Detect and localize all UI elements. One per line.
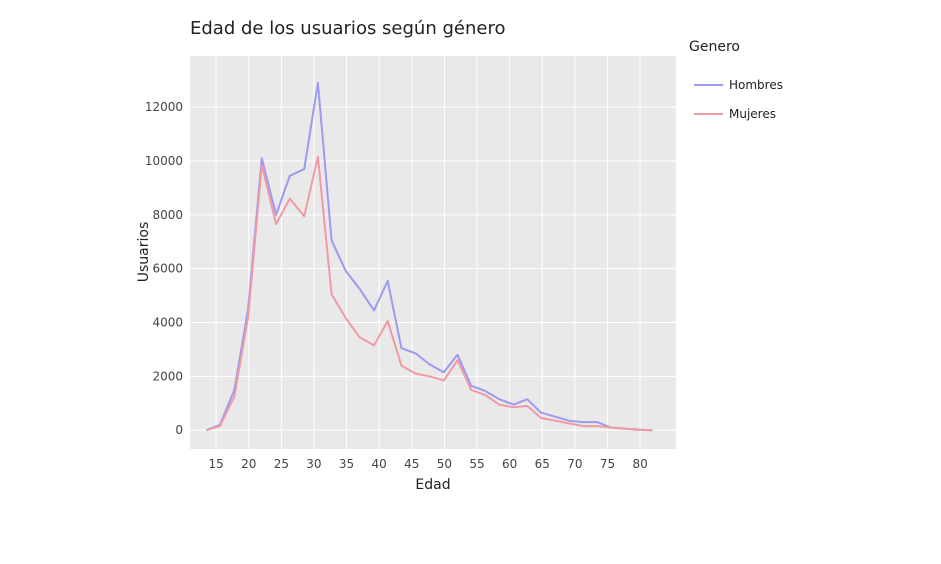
- legend: Genero Hombres Mujeres: [689, 39, 783, 121]
- x-tick-label: 45: [404, 457, 419, 471]
- x-axis-title: Edad: [415, 477, 450, 493]
- series-line-hombres: [205, 81, 653, 432]
- legend-label-mujeres: Mujeres: [729, 107, 776, 121]
- series-lines: [205, 81, 653, 432]
- x-tick-label: 80: [632, 457, 647, 471]
- legend-label-hombres: Hombres: [729, 78, 783, 92]
- y-tick-label: 10000: [145, 154, 183, 168]
- x-tick-label: 75: [600, 457, 615, 471]
- y-tick-label: 6000: [152, 262, 183, 276]
- x-tick-label: 30: [306, 457, 321, 471]
- x-tick-label: 65: [535, 457, 550, 471]
- x-tick-label: 40: [372, 457, 387, 471]
- legend-title: Genero: [689, 39, 740, 55]
- chart-title: Edad de los usuarios según género: [190, 18, 505, 39]
- x-axis-ticks: 15 20 25 30 35 40 45 50 55 60 65 70 75 80: [208, 457, 647, 471]
- gridlines: [190, 56, 676, 449]
- y-axis-title: Usuarios: [136, 222, 152, 283]
- x-tick-label: 50: [437, 457, 452, 471]
- y-tick-label: 12000: [145, 100, 183, 114]
- x-tick-label: 35: [339, 457, 354, 471]
- x-tick-label: 70: [567, 457, 582, 471]
- x-tick-label: 60: [502, 457, 517, 471]
- series-line-mujeres: [206, 155, 653, 432]
- x-tick-label: 25: [274, 457, 289, 471]
- y-tick-label: 0: [175, 423, 183, 437]
- y-tick-label: 8000: [152, 208, 183, 222]
- plot-area: [190, 56, 676, 449]
- x-tick-label: 55: [469, 457, 484, 471]
- x-tick-label: 15: [208, 457, 223, 471]
- x-tick-label: 20: [241, 457, 256, 471]
- y-axis-ticks: 0 2000 4000 6000 8000 10000 12000: [145, 100, 183, 437]
- y-tick-label: 2000: [152, 369, 183, 383]
- y-tick-label: 4000: [152, 315, 183, 329]
